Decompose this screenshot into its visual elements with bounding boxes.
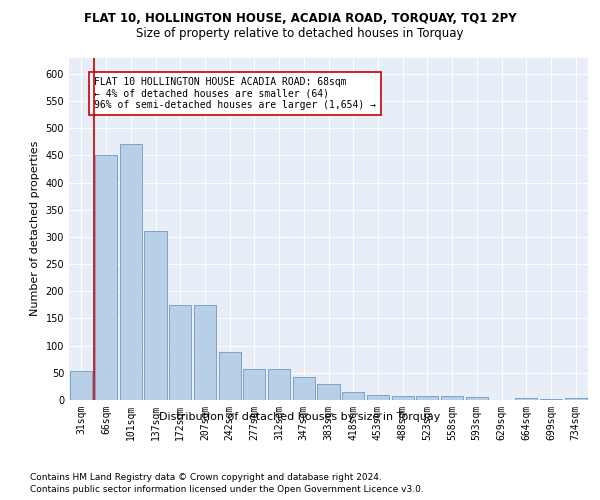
Bar xyxy=(342,392,364,400)
Text: Contains public sector information licensed under the Open Government Licence v3: Contains public sector information licen… xyxy=(30,485,424,494)
Bar xyxy=(317,384,340,400)
Bar xyxy=(218,352,241,400)
Text: Size of property relative to detached houses in Torquay: Size of property relative to detached ho… xyxy=(136,28,464,40)
Text: Contains HM Land Registry data © Crown copyright and database right 2024.: Contains HM Land Registry data © Crown c… xyxy=(30,472,382,482)
Bar xyxy=(367,395,389,400)
Bar xyxy=(145,232,167,400)
Bar xyxy=(515,398,538,400)
Bar xyxy=(95,156,117,400)
Bar xyxy=(293,376,315,400)
Bar xyxy=(169,305,191,400)
Bar xyxy=(194,305,216,400)
Bar xyxy=(268,369,290,400)
Bar xyxy=(119,144,142,400)
Bar xyxy=(392,396,414,400)
Bar xyxy=(565,398,587,400)
Bar xyxy=(70,371,92,400)
Bar xyxy=(441,396,463,400)
Text: FLAT 10 HOLLINGTON HOUSE ACADIA ROAD: 68sqm
← 4% of detached houses are smaller : FLAT 10 HOLLINGTON HOUSE ACADIA ROAD: 68… xyxy=(94,76,376,110)
Bar xyxy=(416,396,439,400)
Bar xyxy=(243,369,265,400)
Bar xyxy=(466,396,488,400)
Text: FLAT 10, HOLLINGTON HOUSE, ACADIA ROAD, TORQUAY, TQ1 2PY: FLAT 10, HOLLINGTON HOUSE, ACADIA ROAD, … xyxy=(83,12,517,26)
Y-axis label: Number of detached properties: Number of detached properties xyxy=(30,141,40,316)
Text: Distribution of detached houses by size in Torquay: Distribution of detached houses by size … xyxy=(160,412,440,422)
